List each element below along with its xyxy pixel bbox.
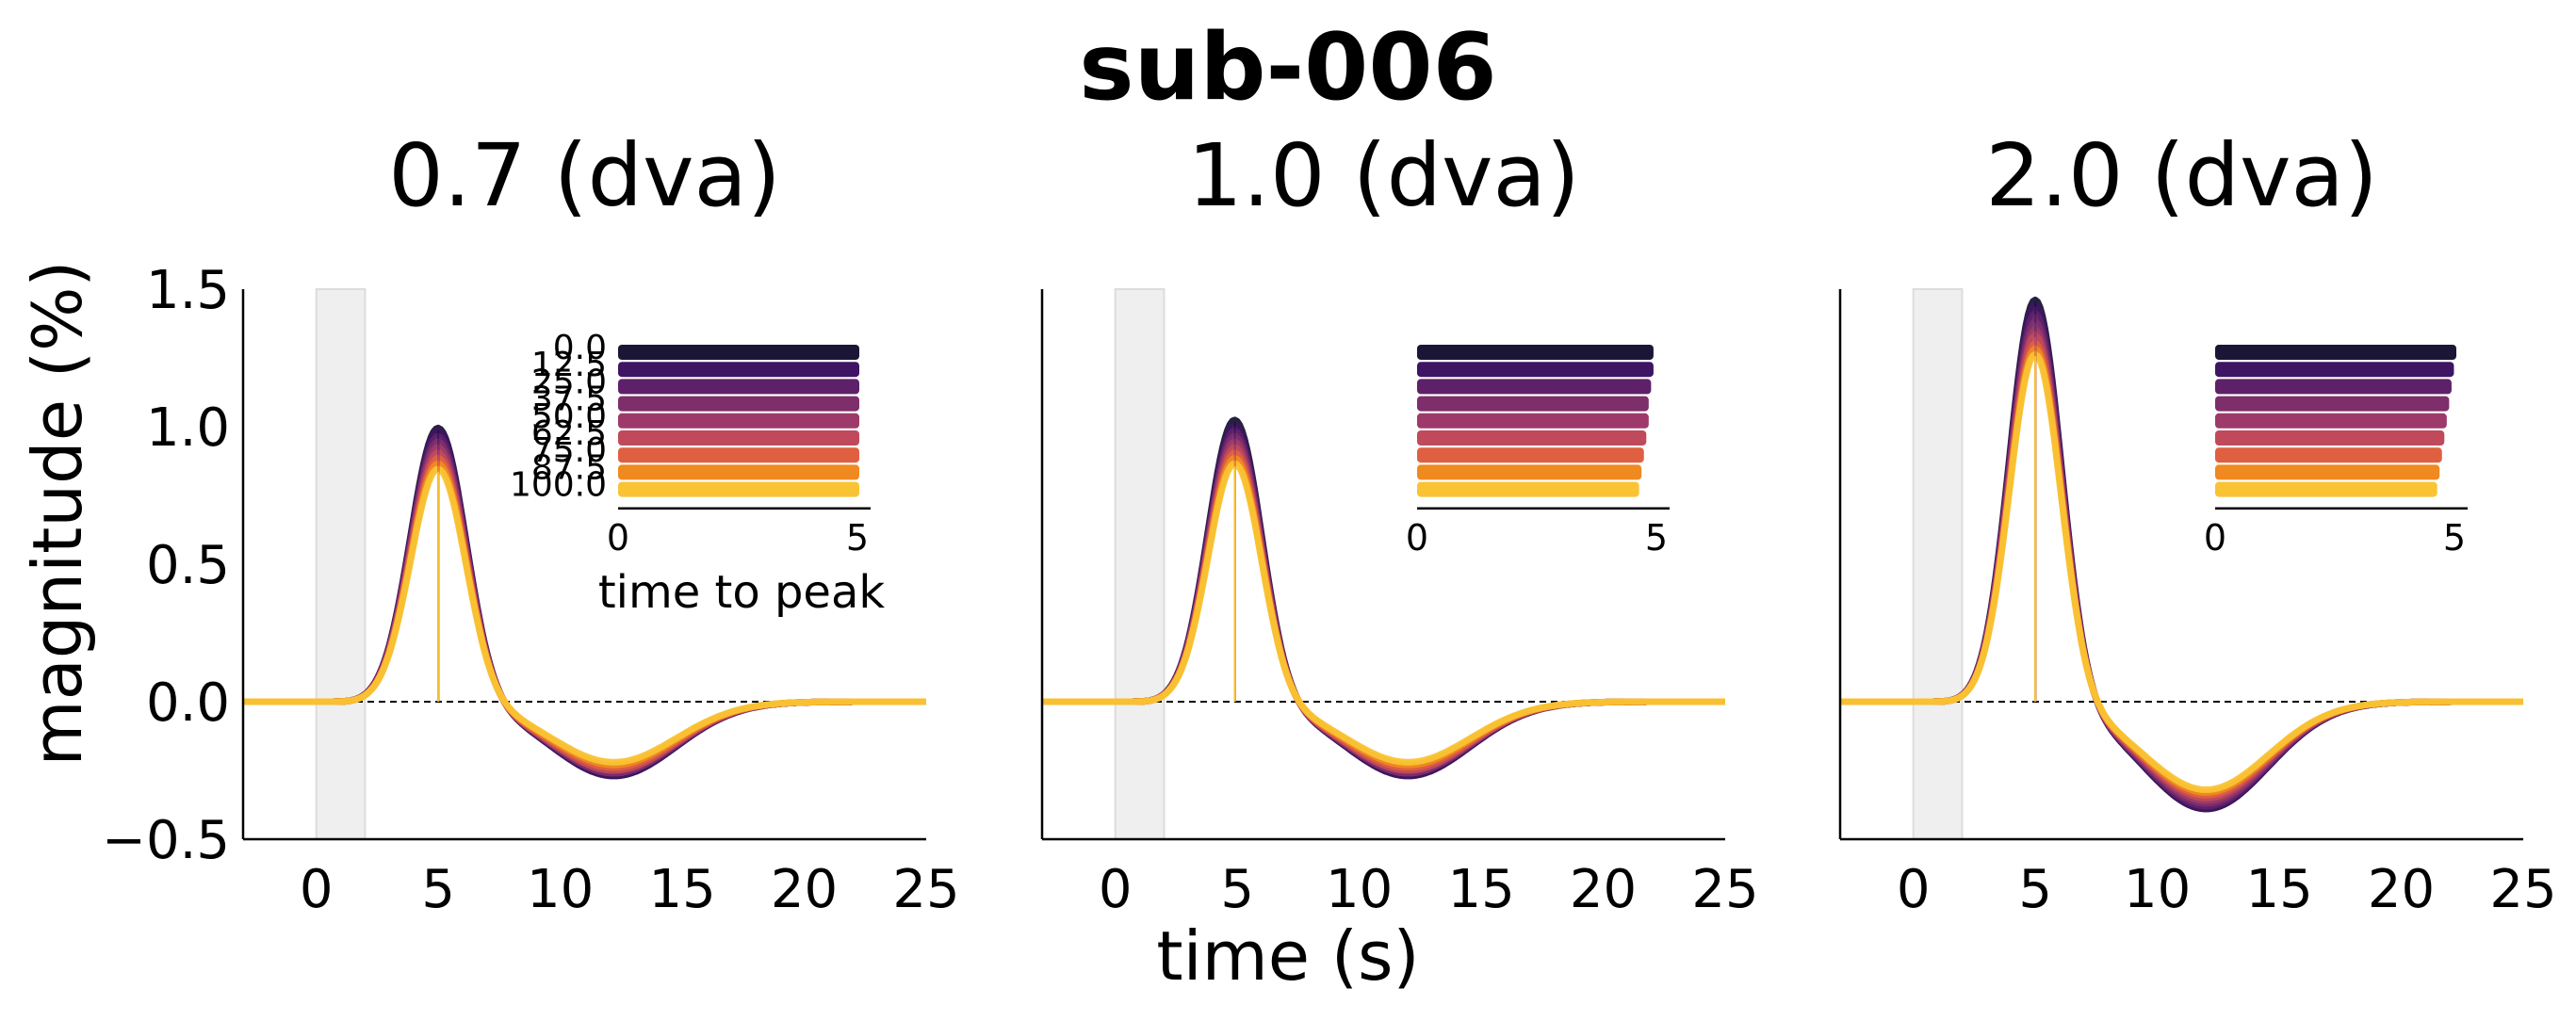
figure-xlabel: time (s) — [1156, 916, 1419, 996]
inset-bar-8 — [618, 481, 859, 497]
inset-bar-6 — [618, 447, 859, 463]
panel-title: 1.0 (dva) — [1187, 125, 1580, 226]
inset-x-tick-label: 0 — [607, 517, 629, 559]
series-line-8 — [1839, 350, 2524, 793]
inset-xlabel: time to peak — [598, 566, 886, 619]
inset-bar-4 — [618, 413, 859, 429]
x-tick-label: 25 — [892, 859, 959, 920]
y-tick-label: 0.5 — [146, 535, 230, 596]
x-tick-label: 25 — [1691, 859, 1758, 920]
inset-category-label: 75.0 — [531, 431, 607, 470]
x-tick-label: 0 — [300, 859, 334, 920]
inset-bar-8 — [2215, 481, 2437, 497]
x-tick-label: 20 — [2368, 859, 2435, 920]
x-tick-label: 0 — [1897, 859, 1931, 920]
inset-x-tick-label: 0 — [1406, 517, 1428, 559]
y-tick-label: 1.5 — [146, 260, 230, 321]
panel-2: 1.0 (dva) 0 5 10 15 20 25 0 5 — [1040, 125, 1759, 920]
inset-bar-5 — [618, 430, 859, 446]
x-tick-label: 15 — [2245, 859, 2312, 920]
x-tick-label: 15 — [648, 859, 715, 920]
panel-3: 2.0 (dva) 0 5 10 15 20 25 0 5 — [1838, 125, 2557, 920]
inset-bar-1 — [618, 362, 859, 378]
inset-category-label: 87.5 — [531, 448, 607, 487]
inset-bar-3 — [2215, 396, 2450, 412]
inset-category-label: 62.5 — [531, 414, 607, 453]
inset-bar-3 — [1417, 396, 1649, 412]
y-tick-label: 0.0 — [146, 673, 230, 734]
panel-1: 0.7 (dva)0 5 10 15 20 25−0.50.00.51.01.50.012… — [102, 125, 960, 920]
inset-x-tick-label: 5 — [1645, 517, 1668, 559]
inset-bar-2 — [2215, 379, 2452, 395]
inset-category-label: 50.0 — [531, 397, 607, 436]
x-tick-label: 10 — [2124, 859, 2191, 920]
x-tick-label: 25 — [2489, 859, 2556, 920]
inset-bar-4 — [1417, 413, 1649, 429]
inset-category-label: 37.5 — [531, 381, 607, 419]
x-tick-label: 15 — [1447, 859, 1514, 920]
x-tick-label: 10 — [1326, 859, 1393, 920]
x-tick-label: 20 — [771, 859, 838, 920]
panel-title: 2.0 (dva) — [1985, 125, 2378, 226]
inset-bar-6 — [2215, 447, 2442, 463]
inset-category-label: 12.5 — [531, 346, 607, 384]
y-tick-label: 1.0 — [146, 397, 230, 459]
inset-bar-7 — [1417, 464, 1642, 480]
series-line-8 — [242, 465, 927, 766]
figure-suptitle: sub-006 — [1079, 14, 1497, 122]
series-line-8 — [1041, 460, 1726, 766]
inset-bar-5 — [1417, 430, 1647, 446]
inset-bar-0 — [618, 345, 859, 360]
inset-category-label: 0.0 — [553, 329, 607, 367]
x-tick-label: 0 — [1099, 859, 1133, 920]
y-tick-label: −0.5 — [102, 810, 230, 871]
inset-bar-2 — [1417, 379, 1652, 395]
stimulus-window — [1114, 288, 1166, 840]
inset-bar-2 — [618, 379, 859, 395]
x-tick-label: 10 — [527, 859, 594, 920]
stimulus-window — [1912, 288, 1964, 840]
stimulus-window — [315, 288, 367, 840]
inset-bar-5 — [2215, 430, 2445, 446]
x-tick-label: 5 — [1220, 859, 1254, 920]
x-tick-label: 20 — [1570, 859, 1637, 920]
inset-x-tick-label: 0 — [2204, 517, 2226, 559]
inset-bar-0 — [1417, 345, 1654, 360]
panel-title: 0.7 (dva) — [388, 125, 781, 226]
inset-bar-1 — [1417, 362, 1654, 378]
inset-x-tick-label: 5 — [846, 517, 869, 559]
inset-bar-6 — [1417, 447, 1644, 463]
inset-bar-0 — [2215, 345, 2456, 360]
panels: 0.7 (dva)0 5 10 15 20 25−0.50.00.51.01.50.012… — [102, 125, 2557, 920]
inset-bar-7 — [2215, 464, 2440, 480]
figure-ylabel: magnitude (%) — [18, 261, 97, 767]
x-tick-label: 5 — [421, 859, 455, 920]
inset-category-label: 25.0 — [531, 363, 607, 401]
x-tick-label: 5 — [2018, 859, 2052, 920]
inset-bar-1 — [2215, 362, 2454, 378]
inset-x-tick-label: 5 — [2443, 517, 2466, 559]
inset-bar-3 — [618, 396, 859, 412]
inset-bar-4 — [2215, 413, 2447, 429]
inset-bar-8 — [1417, 481, 1639, 497]
inset-bar-7 — [618, 464, 859, 480]
inset-category-label: 100.0 — [510, 466, 607, 505]
